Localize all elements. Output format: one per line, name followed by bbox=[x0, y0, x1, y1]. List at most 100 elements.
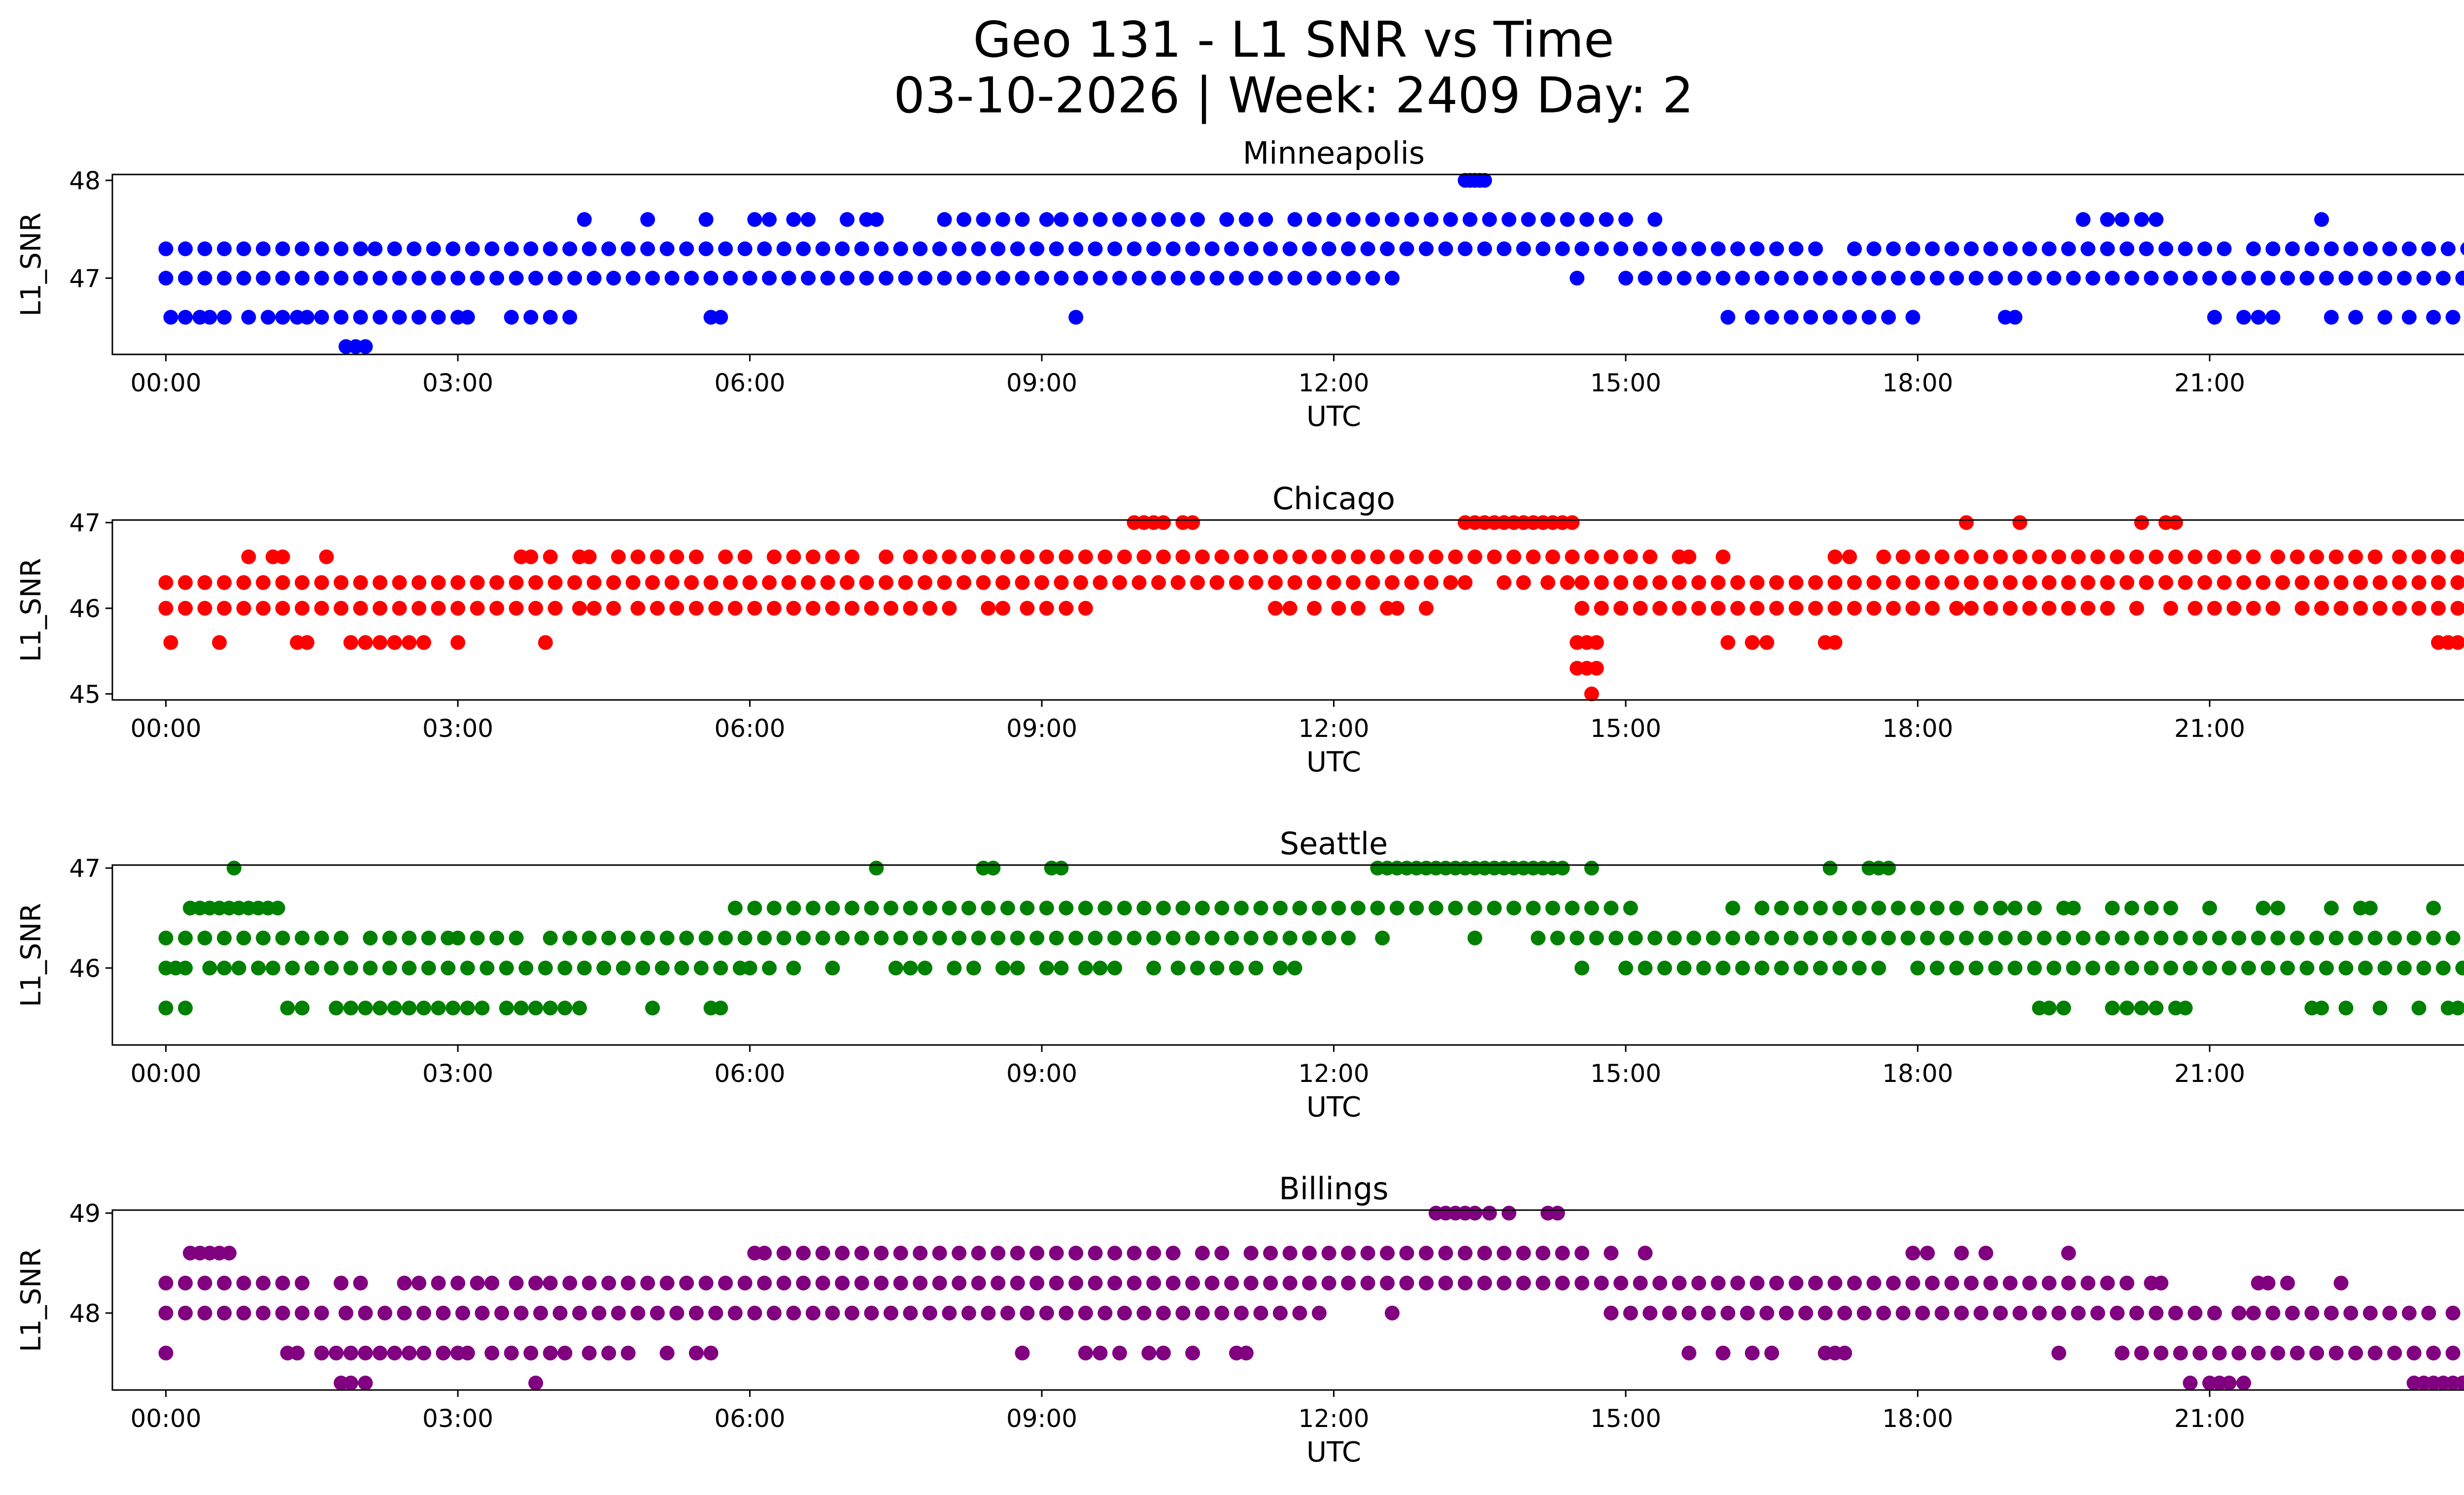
data-point bbox=[1964, 241, 1979, 256]
data-point bbox=[329, 1346, 344, 1360]
data-point bbox=[1477, 1276, 1492, 1290]
data-point bbox=[392, 601, 407, 616]
data-point bbox=[976, 575, 991, 590]
data-point bbox=[373, 1346, 388, 1360]
data-point bbox=[1574, 1276, 1590, 1290]
data-point bbox=[2061, 241, 2076, 256]
data-point bbox=[2382, 241, 2397, 256]
data-point bbox=[1837, 1346, 1852, 1360]
data-point bbox=[1073, 575, 1088, 590]
data-point bbox=[776, 931, 791, 945]
data-point bbox=[625, 575, 641, 590]
data-point bbox=[2178, 1001, 2193, 1015]
data-point bbox=[1034, 575, 1049, 590]
data-point bbox=[1589, 635, 1604, 650]
data-point bbox=[1049, 1276, 1064, 1290]
data-point bbox=[844, 601, 859, 616]
data-point bbox=[1633, 575, 1648, 590]
data-point bbox=[1010, 960, 1025, 975]
data-point bbox=[1584, 861, 1599, 876]
data-point bbox=[2328, 1346, 2344, 1360]
data-point bbox=[275, 931, 290, 945]
data-point bbox=[2046, 271, 2061, 286]
data-point bbox=[197, 241, 212, 256]
data-point bbox=[1015, 1346, 1030, 1360]
data-point bbox=[2236, 310, 2251, 325]
data-point bbox=[1272, 549, 1288, 564]
data-point bbox=[1657, 960, 1672, 975]
data-point bbox=[543, 549, 558, 564]
data-point bbox=[158, 1346, 173, 1360]
data-point bbox=[256, 1276, 271, 1290]
data-point bbox=[718, 931, 733, 945]
data-point bbox=[1968, 960, 1984, 975]
data-point bbox=[2290, 931, 2305, 945]
y-tick-label: 48 bbox=[69, 167, 101, 195]
data-point bbox=[1570, 271, 1585, 286]
data-point bbox=[353, 241, 368, 256]
data-point bbox=[2226, 549, 2242, 564]
data-point bbox=[2314, 212, 2329, 227]
data-point bbox=[1565, 515, 1580, 530]
data-point bbox=[2431, 575, 2446, 590]
data-point bbox=[1229, 575, 1244, 590]
data-point bbox=[747, 1305, 762, 1321]
data-point bbox=[484, 1346, 500, 1360]
data-point bbox=[718, 549, 733, 564]
data-point bbox=[1618, 271, 1633, 286]
data-point bbox=[1321, 1276, 1336, 1290]
data-point bbox=[776, 1276, 791, 1290]
data-point bbox=[620, 931, 636, 945]
data-point bbox=[844, 901, 859, 916]
data-point bbox=[373, 310, 388, 325]
data-point bbox=[2163, 901, 2178, 916]
data-point bbox=[1399, 1246, 1414, 1261]
data-point bbox=[470, 601, 485, 616]
data-point bbox=[2343, 241, 2359, 256]
data-point bbox=[2421, 1305, 2436, 1321]
data-point bbox=[586, 271, 602, 286]
data-point bbox=[888, 960, 903, 975]
data-point bbox=[688, 1305, 704, 1321]
data-point bbox=[903, 549, 918, 564]
data-point bbox=[1010, 1246, 1025, 1261]
data-point bbox=[971, 1246, 986, 1261]
data-point bbox=[801, 575, 816, 590]
data-point bbox=[2168, 1305, 2183, 1321]
data-point bbox=[1131, 575, 1147, 590]
data-point bbox=[1175, 1305, 1191, 1321]
data-point bbox=[2231, 1346, 2247, 1360]
data-point bbox=[377, 1305, 392, 1321]
data-point bbox=[650, 601, 665, 616]
data-point bbox=[1409, 549, 1424, 564]
data-point bbox=[2280, 960, 2295, 975]
data-point bbox=[727, 601, 743, 616]
data-point bbox=[1238, 1346, 1254, 1360]
data-point bbox=[2003, 241, 2018, 256]
data-point bbox=[431, 601, 446, 616]
data-point bbox=[256, 575, 271, 590]
data-point bbox=[606, 601, 621, 616]
data-point bbox=[723, 575, 738, 590]
data-point bbox=[290, 1346, 305, 1360]
data-point bbox=[1175, 901, 1191, 916]
data-point bbox=[2431, 601, 2446, 616]
data-point bbox=[178, 960, 193, 975]
data-point bbox=[976, 212, 991, 227]
data-point bbox=[718, 1276, 733, 1290]
data-point bbox=[1993, 901, 2008, 916]
data-point bbox=[577, 960, 592, 975]
data-point bbox=[212, 635, 227, 650]
data-point bbox=[1458, 1246, 1473, 1261]
data-point bbox=[470, 931, 485, 945]
data-point bbox=[1448, 549, 1463, 564]
data-point bbox=[1156, 901, 1171, 916]
data-point bbox=[373, 1001, 388, 1015]
data-point bbox=[1039, 212, 1054, 227]
x-tick-label: 09:00 bbox=[1006, 714, 1077, 743]
data-point bbox=[1146, 960, 1162, 975]
data-point bbox=[1905, 1276, 1920, 1290]
data-point bbox=[942, 549, 957, 564]
data-point bbox=[1112, 271, 1127, 286]
data-point bbox=[1866, 241, 1882, 256]
